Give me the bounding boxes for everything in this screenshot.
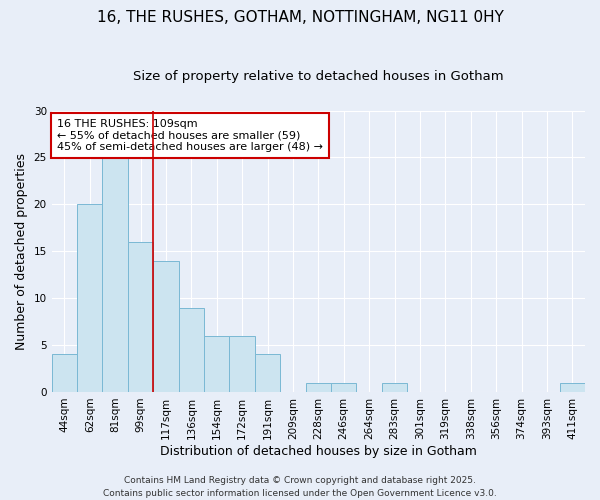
Bar <box>382 382 407 392</box>
Bar <box>255 354 280 392</box>
Y-axis label: Number of detached properties: Number of detached properties <box>15 153 28 350</box>
Text: 16 THE RUSHES: 109sqm
← 55% of detached houses are smaller (59)
45% of semi-deta: 16 THE RUSHES: 109sqm ← 55% of detached … <box>57 119 323 152</box>
Bar <box>560 382 585 392</box>
X-axis label: Distribution of detached houses by size in Gotham: Distribution of detached houses by size … <box>160 444 477 458</box>
Bar <box>153 260 179 392</box>
Bar <box>305 382 331 392</box>
Text: Contains HM Land Registry data © Crown copyright and database right 2025.
Contai: Contains HM Land Registry data © Crown c… <box>103 476 497 498</box>
Bar <box>103 158 128 392</box>
Bar <box>331 382 356 392</box>
Title: Size of property relative to detached houses in Gotham: Size of property relative to detached ho… <box>133 70 503 83</box>
Bar <box>77 204 103 392</box>
Bar <box>229 336 255 392</box>
Bar <box>204 336 229 392</box>
Bar <box>128 242 153 392</box>
Bar <box>179 308 204 392</box>
Bar <box>52 354 77 392</box>
Text: 16, THE RUSHES, GOTHAM, NOTTINGHAM, NG11 0HY: 16, THE RUSHES, GOTHAM, NOTTINGHAM, NG11… <box>97 10 503 25</box>
